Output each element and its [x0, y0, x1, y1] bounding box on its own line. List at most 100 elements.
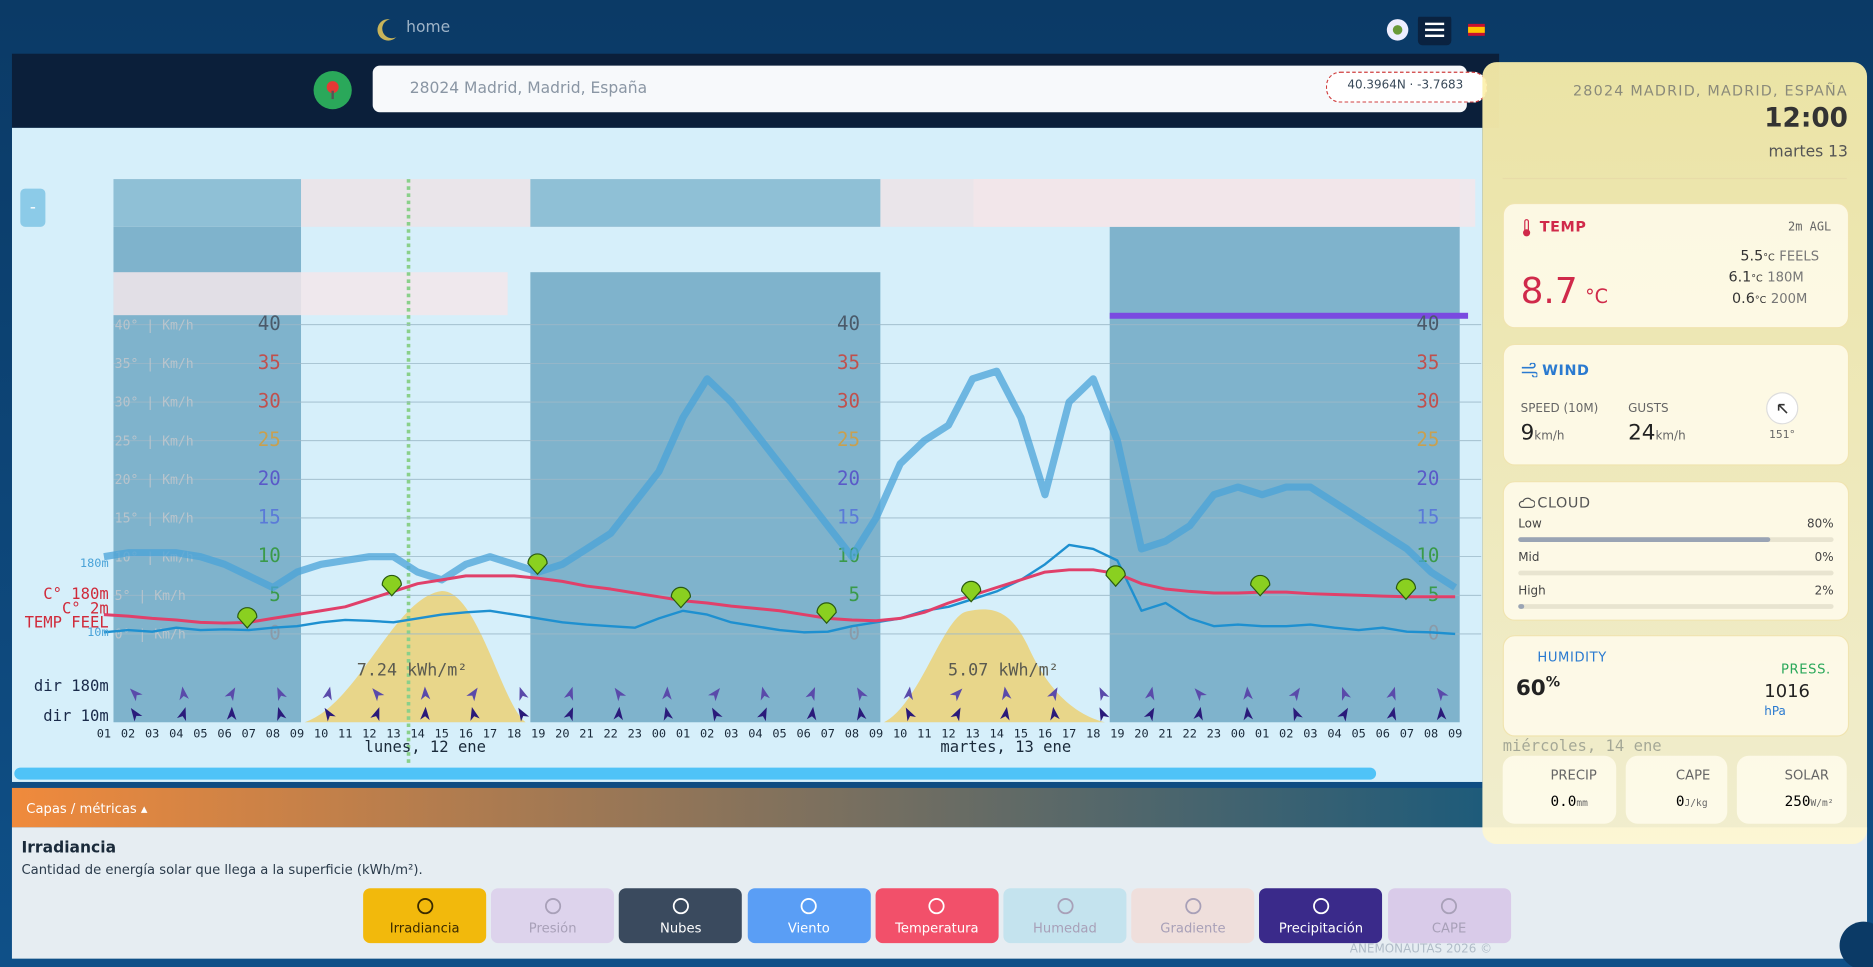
temp-unit: °C	[1585, 285, 1609, 309]
y-tick-value: 5	[269, 583, 281, 606]
y-tick-value: 15	[837, 505, 860, 528]
direction-arrow	[905, 707, 916, 722]
x-tick-label: 05	[1351, 727, 1365, 741]
logo	[377, 19, 402, 41]
direction-arrow	[1099, 687, 1110, 702]
day-label: miércoles, 14 ene	[1502, 737, 1662, 756]
x-tick-label: 02	[700, 727, 714, 741]
y-tick-label: 15° | Km/h	[115, 512, 194, 527]
x-tick-label: 19	[1110, 727, 1124, 741]
cloud-label: Mid	[1518, 551, 1540, 565]
direction-arrow	[949, 688, 963, 702]
zoom-out-button[interactable]: -	[20, 188, 46, 227]
direction-arrow	[903, 686, 914, 701]
x-tick-label: 08	[266, 727, 280, 741]
button-icon	[1441, 898, 1458, 915]
energy-label: 5.07 kWh/m²	[948, 659, 1059, 679]
x-tick-label: 06	[217, 727, 231, 741]
pin-button[interactable]	[313, 70, 352, 110]
unit: °C	[1754, 294, 1767, 306]
temp-card: TEMP 2m AGL 8.7 °C 5.5°C FEELS 6.1°C 180…	[1502, 202, 1850, 329]
layer-button[interactable]: Gradiente	[1131, 888, 1255, 944]
x-tick-label: 07	[1400, 727, 1414, 741]
direction-arrow	[176, 707, 187, 722]
home-link[interactable]: home	[406, 19, 451, 38]
x-tick-label: 07	[821, 727, 835, 741]
unit: km/h	[1534, 429, 1565, 443]
x-tick-label: 14	[990, 727, 1004, 741]
card-title: TEMP	[1539, 218, 1587, 236]
x-tick-label: 12	[941, 727, 955, 741]
temp-value: 8.7	[1520, 270, 1578, 313]
layers-toggle[interactable]	[11, 787, 1483, 828]
button-icon	[928, 898, 945, 915]
x-tick-label: 23	[628, 727, 642, 741]
icon-shape	[1184, 898, 1202, 915]
direction-arrow	[322, 686, 332, 701]
button-label: Gradiente	[1160, 920, 1226, 936]
layer-button[interactable]: Temperatura	[875, 888, 999, 944]
layer-button[interactable]: Nubes	[619, 888, 743, 944]
search-input[interactable]	[372, 65, 1467, 113]
layer-button[interactable]: CAPE	[1387, 888, 1511, 944]
unit: °C	[1751, 273, 1763, 285]
y-tick-value: 40	[258, 312, 281, 335]
temp-marker	[237, 607, 258, 629]
button-icon	[544, 898, 561, 915]
coords-chip[interactable]	[1325, 71, 1488, 103]
y-tick-value: 5	[1428, 583, 1440, 606]
direction-arrow	[226, 706, 237, 720]
layers-toggle-text: Capas / métricas ▴	[26, 801, 148, 817]
direction-arrow	[1288, 687, 1300, 702]
direction-arrow	[1337, 707, 1349, 722]
direction-arrow	[1099, 707, 1110, 722]
x-tick-label: 18	[507, 727, 521, 741]
series-line	[103, 568, 1456, 625]
layer-button[interactable]: Viento	[747, 888, 871, 944]
x-tick-label: 06	[1376, 727, 1390, 741]
icon-shape	[800, 898, 817, 915]
layer-button[interactable]: Humedad	[1003, 888, 1127, 944]
card-title: CLOUD	[1537, 494, 1591, 511]
y-tick-label: 35° | Km/h	[115, 357, 194, 372]
layer-button[interactable]: Precipitación	[1259, 888, 1383, 944]
wind-icon	[1521, 362, 1538, 378]
direction-arrow	[224, 687, 236, 702]
button-label: Temperatura	[895, 920, 979, 936]
agl: 2m AGL	[1788, 220, 1832, 234]
x-tick-label: 00	[652, 727, 666, 741]
side-label: dir 180m	[34, 677, 109, 695]
y-tick-value: 5	[849, 583, 861, 606]
layer-button[interactable]: Irradiancia	[363, 888, 487, 944]
card-title: SOLAR	[1784, 767, 1830, 784]
direction-arrow	[950, 707, 961, 722]
cloud-bar	[1518, 604, 1525, 609]
direction-arrow	[1143, 707, 1155, 722]
x-tick-label: 16	[459, 727, 473, 741]
x-tick-label: 19	[531, 727, 545, 741]
layer-button[interactable]: Presión	[491, 888, 615, 944]
direction-arrow	[1050, 706, 1060, 721]
collapse-button[interactable]	[1839, 921, 1873, 967]
direction-arrow	[519, 686, 529, 701]
scrollbar[interactable]	[14, 767, 1377, 780]
x-tick-label: 22	[1183, 727, 1197, 741]
x-tick-label: 09	[1448, 727, 1462, 741]
x-tick-label: 17	[1062, 727, 1076, 741]
x-tick-label: 10	[314, 727, 328, 741]
cloud-track	[1518, 570, 1834, 576]
unit: km/h	[1655, 429, 1686, 443]
y-tick-value: 20	[1416, 467, 1439, 490]
cloud-bar	[1518, 537, 1771, 542]
icon-shape	[928, 898, 945, 915]
button-label: Irradiancia	[389, 920, 460, 936]
x-tick-label: 03	[1303, 727, 1317, 741]
x-tick-label: 15	[1014, 727, 1028, 741]
direction-arrow	[1002, 686, 1012, 701]
card-title: HUMIDITY	[1537, 649, 1607, 665]
day-label: lunes, 12 ene	[365, 738, 486, 756]
x-tick-label: 06	[796, 727, 810, 741]
direction-arrow	[466, 687, 478, 702]
wind-compass	[1766, 392, 1799, 425]
